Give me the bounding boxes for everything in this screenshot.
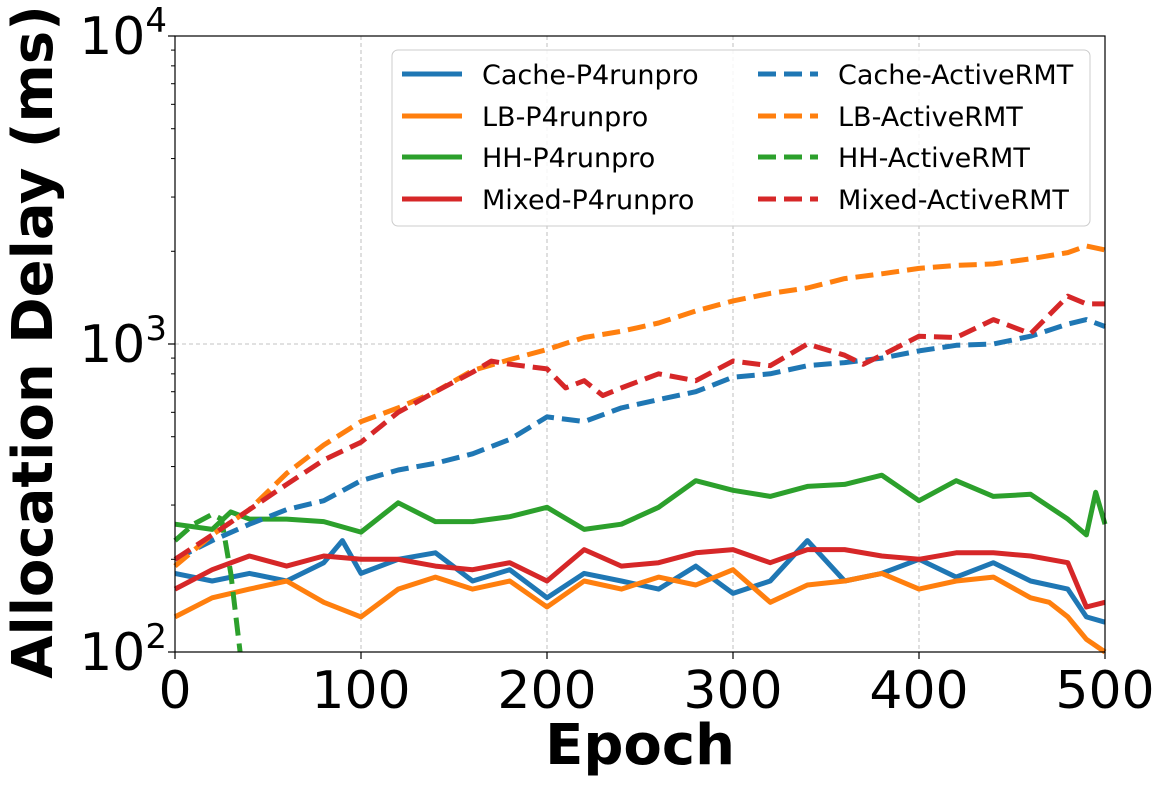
legend-label: HH-ActiveRMT <box>838 143 1030 174</box>
legend: Cache-P4runpro LB-P4runpro HH-P4runpro Mixe… <box>391 49 1091 227</box>
x-tick-label: 200 <box>497 661 596 721</box>
series-line-mixed-activermt <box>173 293 1105 562</box>
x-tick-label: 300 <box>683 661 782 721</box>
x-tick-label: 0 <box>158 661 191 721</box>
series-line-hh-p4runpro <box>174 472 1108 538</box>
y-tick-label: 103 <box>79 309 167 375</box>
y-tick-label: 104 <box>79 1 167 67</box>
x-tick-label: 500 <box>1055 661 1154 721</box>
legend-label: Cache-P4runpro <box>482 60 699 91</box>
legend-label: LB-ActiveRMT <box>838 102 1023 133</box>
legend-label: HH-P4runpro <box>482 143 655 174</box>
x-tick-label: 400 <box>869 661 968 721</box>
minor-ticks <box>171 49 175 560</box>
y-axis-label: Allocation Delay (ms) <box>1 5 66 679</box>
legend-label: LB-P4runpro <box>482 102 648 133</box>
series-lines <box>173 243 1108 655</box>
series-line-lb-p4runpro <box>173 567 1107 655</box>
series-line-cache-activermt <box>173 317 1106 562</box>
series-line-lb-activermt <box>173 243 1106 569</box>
legend-label: Cache-ActiveRMT <box>838 60 1074 91</box>
legend-label: Mixed-P4runpro <box>482 185 694 216</box>
legend-box <box>391 49 1091 227</box>
y-tick-label: 102 <box>79 617 167 683</box>
legend-label: Mixed-ActiveRMT <box>838 185 1069 216</box>
x-axis-label: Epoch <box>545 713 735 778</box>
axis-ticks: 0 100 200 300 400 500 102 103 104 <box>79 1 1154 721</box>
x-tick-label: 100 <box>311 661 410 721</box>
series-line-mixed-p4runpro <box>173 547 1106 610</box>
